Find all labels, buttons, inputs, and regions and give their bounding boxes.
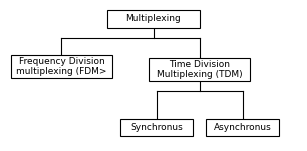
Text: Synchronus: Synchronus [130,123,183,132]
FancyBboxPatch shape [11,55,112,78]
FancyBboxPatch shape [107,10,200,27]
FancyBboxPatch shape [120,119,193,136]
FancyBboxPatch shape [206,119,279,136]
Text: Frequency Division
multiplexing (FDM>: Frequency Division multiplexing (FDM> [16,57,107,76]
Text: Asynchronus: Asynchronus [214,123,271,132]
Text: Multiplexing: Multiplexing [126,14,181,23]
Text: Time Division
Multiplexing (TDM): Time Division Multiplexing (TDM) [157,60,242,79]
FancyBboxPatch shape [149,58,250,81]
